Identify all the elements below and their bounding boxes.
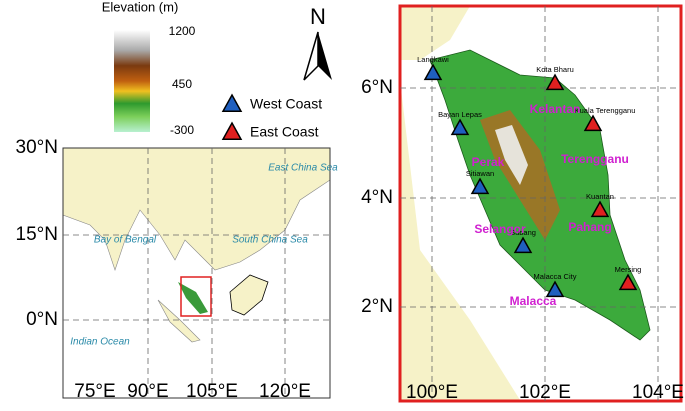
north-arrow [318,32,332,80]
layer: 1200 450 -300 West Coast East Coast 30°N 15°N 0… [16,6,684,403]
detail-frame [398,4,683,403]
station-label: Langkawi [417,55,449,64]
colorbar-title: Elevation (m) [102,0,179,14]
legend-label: West Coast [250,96,322,112]
overview-frame [62,147,331,399]
station-label: Kuala Terengganu [575,106,636,115]
station-label: Subang [510,228,536,237]
lat-label: 6°N [361,77,393,98]
colorbar [114,30,150,132]
station-marker [545,280,565,298]
peaks [495,125,528,185]
lon-label: 104°E [632,382,684,403]
place-label: Indian Ocean [70,337,130,348]
asia-land [62,147,331,271]
sumatra [400,80,520,400]
state-label: Kelantan [530,102,581,116]
station-label: Malacca City [534,272,577,281]
lon-label: 90°E [127,381,168,402]
sumatra [157,299,201,343]
place-label: South China Sea [232,235,308,246]
peninsula-small [178,282,208,314]
station-marker [583,114,603,132]
lon-label: 102°E [519,382,571,403]
lon-label: 100°E [406,382,458,403]
station-label: Bayan Lepas [438,110,482,119]
station-marker [450,118,470,136]
station-marker [513,236,533,254]
inset-box [180,276,212,317]
station-marker [618,273,638,291]
lon-label: 105°E [186,381,238,402]
state-label: Malacca [510,294,557,308]
place-label: East China Sea [268,163,338,174]
colorbar-label: 1200 [169,24,196,38]
station-marker [545,73,565,91]
lat-label: 30°N [16,137,58,158]
station-label: Kota Bharu [536,65,574,74]
station-marker [221,121,243,140]
station-marker [470,177,490,195]
station-marker [423,63,443,81]
lat-label: 4°N [361,187,393,208]
lon-label: 120°E [259,381,311,402]
lat-label: 15°N [16,224,58,245]
place-label: Bay of Bengal [94,235,157,246]
station-label: Sitiawan [466,169,494,178]
state-label: Terengganu [561,152,629,166]
lat-label: 0°N [26,309,58,330]
colorbar-label: 450 [172,77,192,91]
borneo [229,274,269,316]
thailand [400,6,470,60]
state-label: Selangor [474,222,526,236]
north-arrow [303,31,319,81]
station-marker [221,93,243,112]
lon-label: 75°E [74,381,115,402]
station-label: Kuantan [586,192,614,201]
lat-label: 2°N [361,296,393,317]
state-label: Pahang [568,220,611,234]
station-marker [590,200,610,218]
state-label: Perak [472,155,505,169]
station-label: Mersing [615,265,642,274]
legend-label: East Coast [250,124,319,140]
colorbar-label: -300 [170,123,194,137]
north-label: N [310,4,326,29]
